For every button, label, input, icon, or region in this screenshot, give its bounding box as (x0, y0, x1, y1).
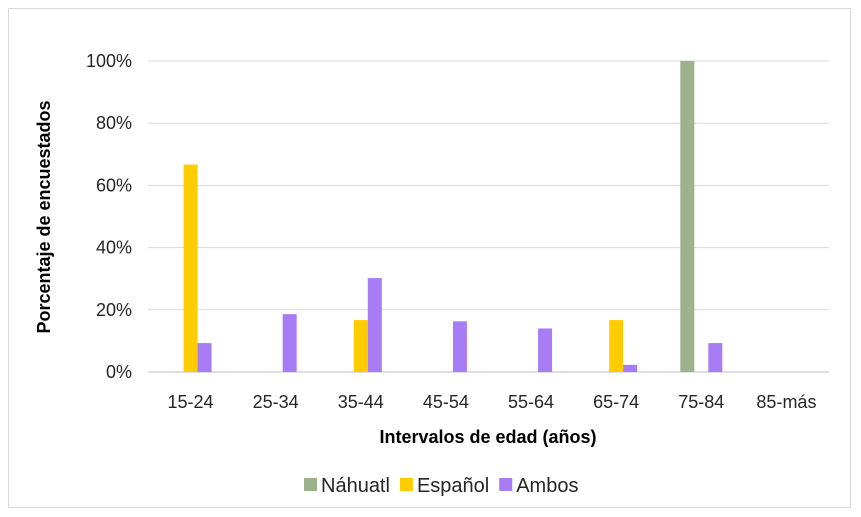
bar-ambos-65-74 (623, 364, 638, 372)
y-tick-label: 100% (86, 51, 132, 71)
gridlines (148, 60, 829, 373)
legend-swatch (399, 478, 413, 491)
x-tick-label: 65-74 (593, 392, 639, 412)
legend-swatch (499, 478, 513, 491)
legend-label: Náhuatl (321, 475, 390, 497)
y-tick-label: 20% (96, 300, 132, 320)
legend-label: Español (417, 475, 489, 497)
x-axis-title: Intervalos de edad (años) (379, 427, 596, 447)
bar-ambos-15-24 (197, 343, 212, 372)
legend: Náhuatl Español Ambos (304, 475, 578, 497)
bar-ambos-75-84 (708, 343, 723, 372)
chart-frame (8, 8, 851, 508)
x-tick-label: 25-34 (253, 392, 299, 412)
legend-label: Ambos (516, 475, 578, 497)
bar-español-65-74 (609, 320, 624, 372)
y-tick-label: 80% (96, 113, 132, 133)
x-tick-label: 75-84 (678, 392, 724, 412)
x-tick-label: 85-más (756, 392, 816, 412)
bar-ambos-25-34 (282, 314, 297, 372)
legend-swatch (304, 478, 317, 491)
x-tick-label: 55-64 (508, 392, 554, 412)
bars (183, 61, 723, 372)
bar-náhuatl-75-84 (680, 61, 695, 372)
x-tick-label: 45-54 (423, 392, 469, 412)
y-tick-label: 40% (96, 238, 132, 258)
bar-ambos-55-64 (538, 328, 553, 372)
y-tick-label: 60% (96, 175, 132, 195)
x-tick-labels: 15-24 25-34 35-44 45-54 55-64 65-74 75-84 85-má… (168, 392, 817, 412)
bar-ambos-35-44 (367, 278, 382, 372)
bar-ambos-45-54 (452, 321, 467, 372)
y-tick-label: 0% (106, 362, 132, 382)
y-tick-labels: 0% 20% 40% 60% 80% 100% (86, 51, 132, 382)
x-tick-label: 35-44 (338, 392, 384, 412)
bar-español-35-44 (353, 320, 368, 372)
x-tick-label: 15-24 (168, 392, 214, 412)
y-axis-title: Porcentaje de encuestados (34, 100, 54, 333)
bar-español-15-24 (183, 164, 198, 372)
